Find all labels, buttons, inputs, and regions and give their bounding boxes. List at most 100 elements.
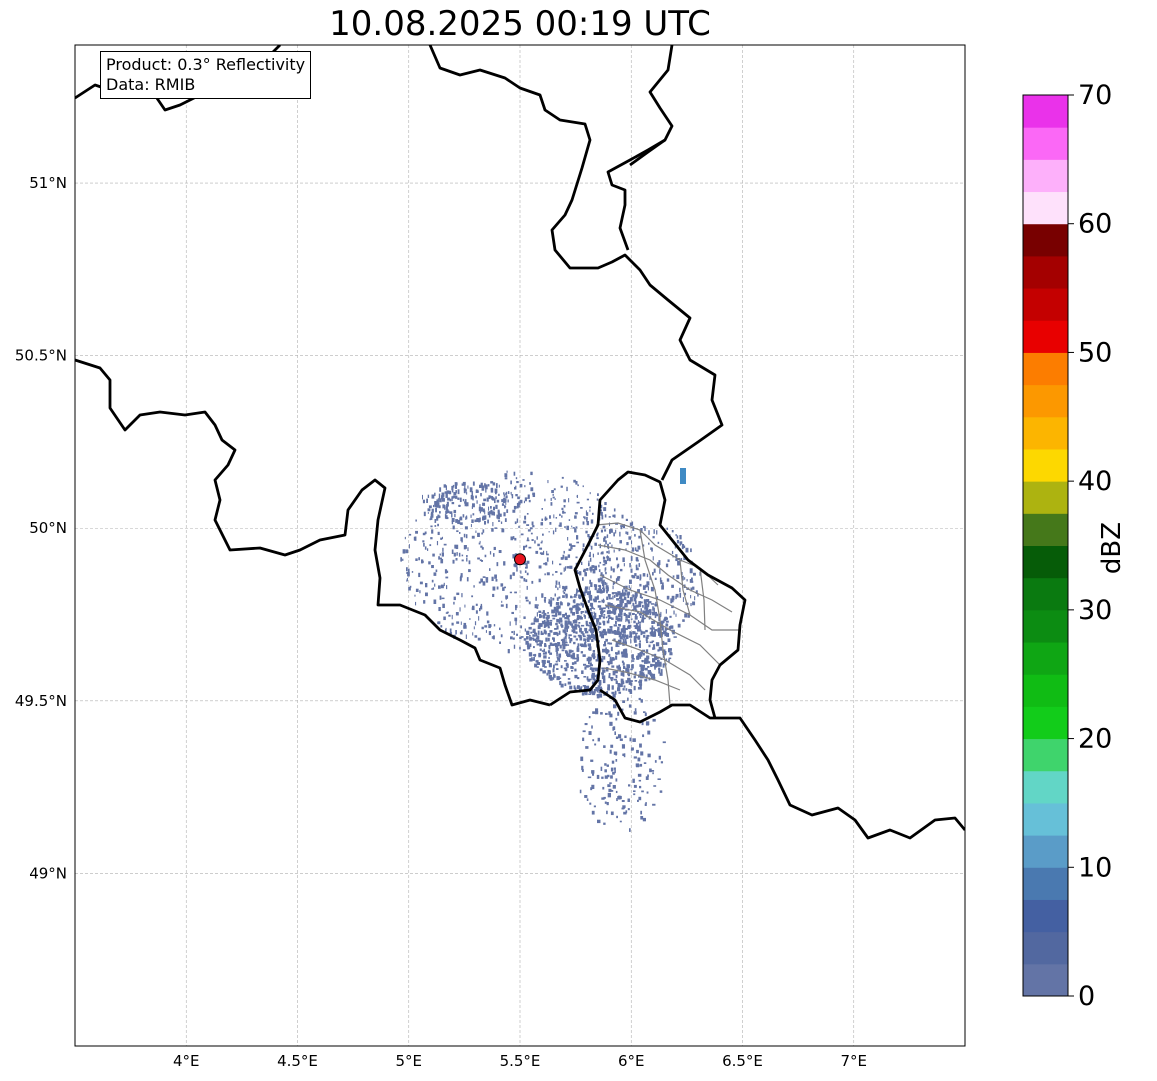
echo-pixel (583, 516, 585, 519)
echo-pixel (583, 614, 585, 617)
echo-pixel (614, 670, 618, 674)
echo-pixel (609, 782, 612, 784)
echo-pixel (621, 744, 626, 749)
echo-pixel (599, 589, 603, 594)
echo-pixel (579, 627, 582, 631)
echo-pixel (551, 609, 555, 614)
echo-pixel (657, 649, 660, 652)
echo-pixel (544, 644, 547, 647)
echo-pixel (637, 773, 642, 777)
echo-pixel (627, 798, 630, 802)
echo-pixel (576, 603, 579, 607)
colorbar-segment (1023, 674, 1068, 707)
echo-pixel (408, 587, 411, 591)
echo-pixel (586, 568, 589, 571)
echo-pixel (453, 552, 456, 557)
echo-pixel (576, 645, 579, 650)
echo-pixel (614, 690, 617, 695)
echo-pixel (566, 644, 570, 646)
colorbar-segment (1023, 223, 1068, 257)
echo-pixel (584, 570, 586, 574)
echo-pixel (446, 585, 448, 590)
echo-pixel (661, 543, 663, 546)
echo-pixel (662, 649, 666, 653)
echo-pixel (634, 592, 638, 597)
echo-pixel (603, 537, 606, 542)
echo-pixel (641, 790, 644, 793)
echo-pixel (476, 518, 480, 521)
echo-pixel (431, 529, 434, 534)
echo-pixel (686, 579, 688, 582)
echo-pixel (639, 679, 643, 682)
echo-pixel (506, 509, 509, 513)
echo-pixel (563, 631, 566, 634)
echo-pixel (582, 685, 586, 687)
echo-pixel (618, 664, 621, 669)
echo-pixel (478, 616, 480, 621)
echo-pixel (632, 738, 636, 742)
echo-pixel (556, 632, 559, 636)
echo-pixel (604, 763, 607, 766)
echo-pixel (675, 554, 678, 558)
echo-pixel (644, 712, 647, 717)
echo-pixel (564, 526, 566, 529)
echo-pixel (526, 636, 529, 640)
echo-pixel (488, 506, 490, 511)
echo-pixel (589, 590, 591, 595)
echo-pixel (486, 611, 489, 616)
echo-pixel (536, 666, 539, 668)
map-frame (74, 44, 966, 1047)
echo-pixel (608, 675, 611, 679)
echo-pixel (562, 614, 566, 618)
echo-pixel (639, 785, 642, 789)
colorbar-segment (1023, 95, 1068, 128)
echo-pixel (639, 763, 643, 767)
echo-pixel (480, 507, 483, 512)
echo-pixel (591, 810, 595, 815)
echo-pixel (613, 726, 616, 731)
echo-pixel (646, 658, 649, 663)
echo-pixel (437, 531, 440, 536)
echo-pixel (600, 529, 604, 533)
echo-pixel (560, 557, 564, 560)
echo-pixel (636, 655, 639, 660)
echo-pixel (596, 498, 599, 501)
echo-pixel (425, 592, 428, 597)
echo-pixel (597, 605, 602, 608)
echo-pixel (604, 529, 607, 532)
echo-pixel (660, 580, 663, 585)
echo-pixel (670, 625, 673, 629)
echo-pixel (559, 584, 561, 589)
echo-pixel (600, 511, 603, 516)
echo-pixel (657, 778, 661, 780)
echo-pixel (535, 550, 539, 554)
echo-pixel (434, 502, 438, 508)
echo-pixel (629, 634, 632, 638)
echo-pixel (584, 723, 588, 726)
echo-pixel (664, 651, 667, 655)
echo-pixel (592, 739, 595, 742)
echo-pixel (615, 592, 619, 597)
echo-pixel (690, 603, 692, 607)
echo-pixel (430, 537, 433, 540)
colorbar-segment (1023, 835, 1068, 868)
echo-pixel (616, 576, 620, 581)
echo-pixel (593, 689, 596, 694)
echo-pixel (464, 485, 466, 490)
echo-pixel (582, 633, 585, 636)
echo-pixel (574, 594, 576, 598)
echo-pixel (618, 609, 621, 612)
echo-pixel (491, 576, 494, 582)
echo-pixel (430, 511, 434, 516)
echo-pixel (644, 659, 648, 664)
echo-pixel (464, 488, 467, 492)
echo-pixel (593, 805, 596, 808)
echo-pixel (582, 730, 586, 733)
echo-pixel (514, 591, 517, 594)
echo-pixel (548, 671, 551, 675)
echo-pixel (491, 636, 493, 639)
colorbar-tick-label: 40 (1078, 466, 1112, 497)
echo-pixel (607, 614, 611, 618)
echo-pixel (620, 596, 623, 602)
echo-pixel (640, 699, 643, 703)
